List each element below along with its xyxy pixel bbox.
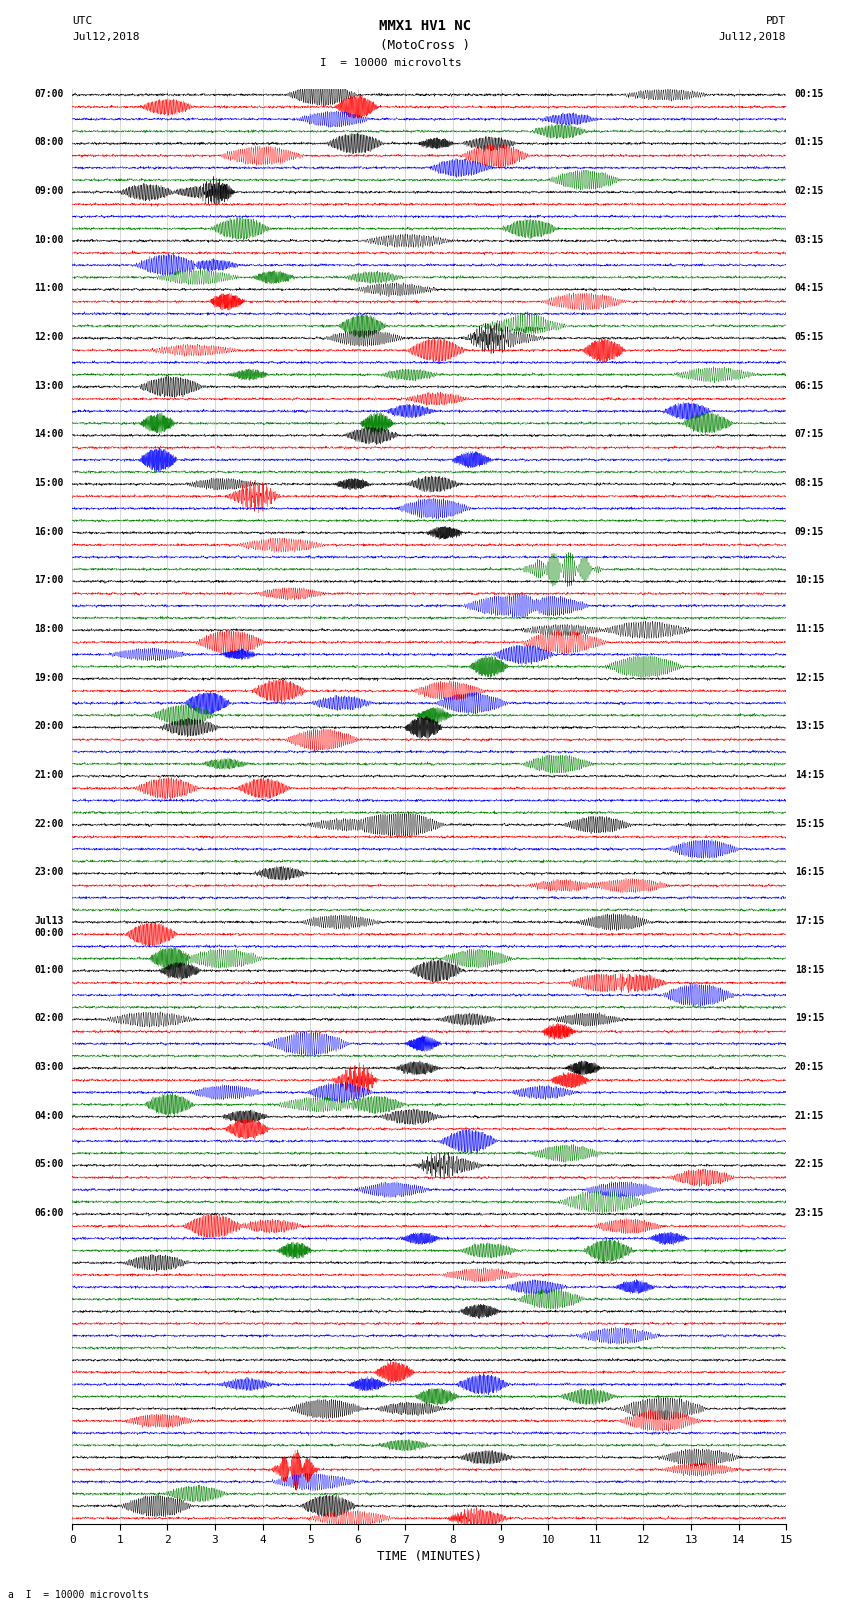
Text: 00:15: 00:15: [795, 89, 824, 98]
Text: 19:15: 19:15: [795, 1013, 824, 1023]
Text: 21:15: 21:15: [795, 1111, 824, 1121]
Text: 13:00: 13:00: [34, 381, 64, 390]
Text: UTC: UTC: [72, 16, 93, 26]
Text: 10:15: 10:15: [795, 576, 824, 586]
Text: 02:00: 02:00: [34, 1013, 64, 1023]
Text: 03:15: 03:15: [795, 235, 824, 245]
Text: 16:15: 16:15: [795, 868, 824, 877]
Text: 20:00: 20:00: [34, 721, 64, 731]
Text: 13:15: 13:15: [795, 721, 824, 731]
Text: 11:00: 11:00: [34, 284, 64, 294]
Text: 08:00: 08:00: [34, 137, 64, 147]
Text: 09:15: 09:15: [795, 527, 824, 537]
Text: MMX1 HV1 NC: MMX1 HV1 NC: [379, 19, 471, 34]
Text: 15:15: 15:15: [795, 819, 824, 829]
Text: 04:00: 04:00: [34, 1111, 64, 1121]
Text: 05:00: 05:00: [34, 1160, 64, 1169]
Text: 14:00: 14:00: [34, 429, 64, 439]
Text: 01:00: 01:00: [34, 965, 64, 974]
Text: 12:00: 12:00: [34, 332, 64, 342]
Text: Jul13
00:00: Jul13 00:00: [34, 916, 64, 937]
Text: I  = 10000 microvolts: I = 10000 microvolts: [320, 58, 462, 68]
Text: 23:15: 23:15: [795, 1208, 824, 1218]
Text: 11:15: 11:15: [795, 624, 824, 634]
Text: 22:00: 22:00: [34, 819, 64, 829]
Text: 06:15: 06:15: [795, 381, 824, 390]
Text: a  I  = 10000 microvolts: a I = 10000 microvolts: [8, 1590, 150, 1600]
Text: 17:15: 17:15: [795, 916, 824, 926]
Text: 18:00: 18:00: [34, 624, 64, 634]
Text: 15:00: 15:00: [34, 477, 64, 489]
X-axis label: TIME (MINUTES): TIME (MINUTES): [377, 1550, 482, 1563]
Text: 14:15: 14:15: [795, 769, 824, 781]
Text: 09:00: 09:00: [34, 185, 64, 197]
Text: 07:00: 07:00: [34, 89, 64, 98]
Text: PDT: PDT: [766, 16, 786, 26]
Text: Jul12,2018: Jul12,2018: [72, 32, 139, 42]
Text: 20:15: 20:15: [795, 1061, 824, 1073]
Text: 22:15: 22:15: [795, 1160, 824, 1169]
Text: Jul12,2018: Jul12,2018: [719, 32, 786, 42]
Text: 08:15: 08:15: [795, 477, 824, 489]
Text: (MotoCross ): (MotoCross ): [380, 39, 470, 52]
Text: 17:00: 17:00: [34, 576, 64, 586]
Text: 16:00: 16:00: [34, 527, 64, 537]
Text: 12:15: 12:15: [795, 673, 824, 682]
Text: 23:00: 23:00: [34, 868, 64, 877]
Text: 05:15: 05:15: [795, 332, 824, 342]
Text: 10:00: 10:00: [34, 235, 64, 245]
Text: 18:15: 18:15: [795, 965, 824, 974]
Text: 03:00: 03:00: [34, 1061, 64, 1073]
Text: 04:15: 04:15: [795, 284, 824, 294]
Text: 02:15: 02:15: [795, 185, 824, 197]
Text: 21:00: 21:00: [34, 769, 64, 781]
Text: 07:15: 07:15: [795, 429, 824, 439]
Text: 19:00: 19:00: [34, 673, 64, 682]
Text: 01:15: 01:15: [795, 137, 824, 147]
Text: 06:00: 06:00: [34, 1208, 64, 1218]
